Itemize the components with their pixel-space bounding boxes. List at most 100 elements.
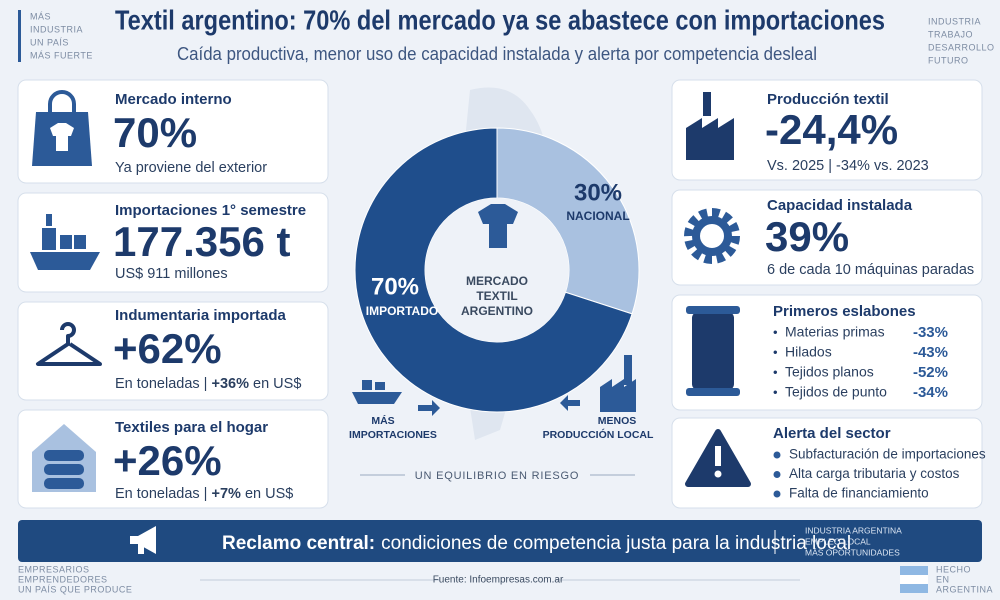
banner-text: INDUSTRIA ARGENTINA [805, 525, 902, 535]
flow-caption-text: UN EQUILIBRIO EN RIESGO [415, 470, 579, 482]
donut-center-text: ARGENTINO [461, 304, 533, 318]
left-card-shape [44, 478, 84, 489]
left-card-text: Ya proviene del exterior [115, 160, 267, 176]
corner-left-text: UN PAÍS [30, 37, 69, 47]
right-card-shape [703, 92, 711, 116]
links-card: Primeros eslabones • Materias primas -33% •… [671, 294, 983, 411]
right-card-text: Producción textil [767, 91, 889, 108]
footer-text: UN PAÍS QUE PRODUCE [18, 584, 132, 594]
flow-right-shape [560, 395, 580, 411]
left-card: Indumentaria importada +62% En toneladas… [17, 301, 329, 401]
right-card: Producción textil -24,4% Vs. 2025 | -34%… [671, 79, 983, 181]
subtitle: Caída productiva, menor uso de capacidad… [177, 44, 817, 64]
alert-card-text: Alerta del sector [773, 425, 891, 442]
alert-card: Alerta del sector Subfacturación de impo… [671, 417, 986, 509]
left-card-text: Mercado interno [115, 91, 232, 108]
flow-left-shape [362, 380, 372, 390]
donut-chart [354, 87, 640, 440]
flow-left-text: IMPORTACIONES [349, 429, 437, 441]
flow-caption: UN EQUILIBRIO EN RIESGO [360, 470, 635, 482]
donut-segment [354, 127, 633, 413]
left-card-text: En toneladas | +36% en US$ [115, 376, 301, 392]
left-card-text: Textiles para el hogar [115, 419, 268, 436]
donut-center-text: TEXTIL [476, 289, 517, 303]
list-bullet: • [773, 324, 778, 339]
right-card-shape [671, 189, 983, 286]
flow-right-text: PRODUCCIÓN LOCAL [543, 428, 654, 441]
flow-right: MENOS PRODUCCIÓN LOCAL [543, 355, 654, 441]
links-card-shape [686, 306, 740, 314]
list-item: Tejidos de punto [785, 384, 887, 400]
left-card-shape [44, 450, 84, 461]
flow-left-shape [418, 400, 440, 416]
left-card-text: Importaciones 1° semestre [115, 202, 306, 219]
left-card-text: Indumentaria importada [115, 307, 287, 324]
list-item: Tejidos planos [785, 364, 874, 380]
list-item: Falta de financiamiento [789, 486, 929, 501]
banner: Reclamo central: condiciones de competenc… [18, 520, 982, 562]
banner-text-text: condiciones de competencia justa para la… [381, 533, 851, 554]
right-card-text: 6 de cada 10 máquinas paradas [767, 262, 974, 278]
banner-text: EMPLEO LOCAL [805, 536, 871, 546]
left-card-text: 177.356 t [113, 218, 290, 265]
donut-category: NACIONAL [566, 209, 629, 223]
banner-shape [138, 544, 144, 554]
banner-text: MÁS OPORTUNIDADES [805, 547, 900, 557]
links-card-shape [671, 294, 983, 411]
right-card-text: Capacidad instalada [767, 197, 913, 214]
flow-right-shape [600, 379, 636, 412]
footer-shape [900, 566, 928, 575]
left-card-text: 70% [113, 109, 197, 156]
donut-value-label: 30% [574, 179, 622, 206]
left-card-text-text: +7% [211, 486, 241, 502]
left-card-shape [36, 322, 102, 366]
left-card-text: +62% [113, 325, 222, 372]
flow-left-text: MÁS [371, 414, 394, 427]
list-item: Alta carga tributaria y costos [789, 466, 960, 481]
left-card-shape [17, 301, 329, 401]
left-card-shape [17, 79, 329, 184]
footer-shape [900, 584, 928, 593]
corner-left-shape [18, 10, 21, 62]
donut-category: IMPORTADO [366, 304, 438, 318]
left-card-text: US$ 911 millones [115, 266, 228, 282]
left-card-shape [42, 228, 56, 250]
list-bullet [773, 471, 781, 478]
left-card-shape [60, 235, 72, 249]
left-card-shape [30, 252, 100, 270]
flow-left-shape [375, 382, 385, 390]
flow-right-shape [624, 355, 632, 385]
list-bullet [773, 451, 781, 459]
list-value: -52% [913, 364, 948, 381]
corner-left-text: MÁS [30, 11, 51, 21]
list-value: -33% [913, 324, 948, 341]
right-card: Capacidad instalada 39% 6 de cada 10 máq… [671, 189, 983, 286]
left-card-text-text: +36% [211, 376, 249, 392]
donut-value-label: 70% [371, 273, 419, 300]
corner-right-text: FUTURO [928, 55, 969, 65]
banner-shape [130, 526, 156, 554]
list-bullet: • [773, 384, 778, 399]
footer-text: EMPRESARIOS [18, 564, 90, 574]
left-card-text-text: en US$ [249, 376, 301, 392]
title: Textil argentino: 70% del mercado ya se … [115, 4, 885, 35]
donut-hole [425, 198, 569, 342]
footer-text: EMPRENDEDORES [18, 574, 108, 584]
left-card-shape [74, 235, 86, 249]
footer: EMPRESARIOS EMPRENDEDORES UN PAÍS QUE PR… [18, 564, 993, 594]
list-value: -43% [913, 344, 948, 361]
left-card-text: En toneladas | +7% en US$ [115, 486, 293, 502]
corner-right: INDUSTRIA TRABAJO DESARROLLO FUTURO [928, 16, 995, 65]
left-card: Textiles para el hogar +26% En toneladas… [17, 409, 329, 509]
left-card: Mercado interno 70% Ya proviene del exte… [17, 79, 329, 184]
links-card-shape [692, 312, 734, 390]
list-bullet [773, 490, 781, 498]
corner-right-text: TRABAJO [928, 29, 973, 39]
corner-right-text: DESARROLLO [928, 42, 995, 52]
footer-text: ARGENTINA [936, 584, 993, 594]
flow-right-text: MENOS [598, 415, 637, 427]
right-card-shape [686, 118, 734, 160]
left-card-text-text: En toneladas | [115, 486, 211, 502]
